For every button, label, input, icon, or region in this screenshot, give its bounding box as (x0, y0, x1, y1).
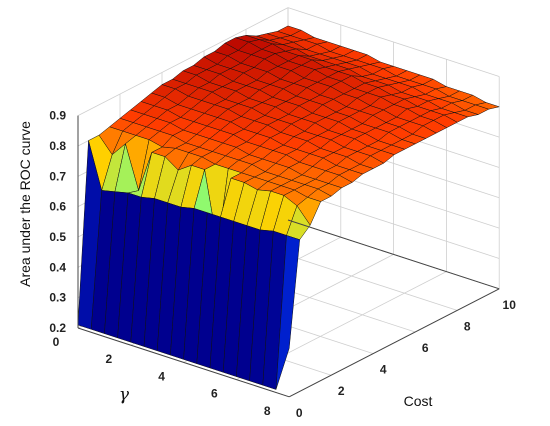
y-axis-title: γ (119, 385, 130, 405)
axis-line (77, 327, 290, 398)
x-tick-label: 6 (422, 341, 429, 355)
x-tick-label: 0 (296, 406, 303, 420)
x-tick-label: 8 (464, 319, 471, 333)
z-tick-label: 0.8 (49, 139, 66, 153)
z-tick-label: 0.3 (49, 291, 66, 305)
surface-plot (77, 25, 500, 390)
surface-patch (275, 235, 300, 390)
z-tick-label: 0.5 (49, 230, 66, 244)
z-tick-label: 0.7 (49, 169, 66, 183)
z-axis-title: Area under the ROC curve (17, 121, 33, 287)
axis-line (288, 288, 500, 398)
tick-labels: 0.2 0.3 0.4 0.5 0.6 0.7 0.8 0.9 0 2 4 6 8 0 2 4 6 8 10 (49, 109, 516, 420)
side-wall-gridline (287, 189, 500, 259)
y-tick-label: 6 (211, 387, 218, 401)
axis-line (287, 219, 500, 290)
x-tick-label: 10 (503, 298, 517, 312)
x-tick-label: 4 (380, 363, 387, 377)
z-tick-label: 0.6 (49, 200, 66, 214)
y-tick-label: 8 (264, 404, 271, 418)
side-wall-gridline (287, 7, 500, 77)
z-tick-label: 0.9 (49, 109, 66, 123)
z-tick-label: 0.4 (49, 260, 66, 274)
axes-frame (77, 115, 500, 398)
z-tick-label: 0.2 (49, 321, 66, 335)
x-tick-label: 2 (338, 384, 345, 398)
x-axis-title: Cost (404, 393, 433, 409)
y-tick-label: 0 (53, 335, 60, 349)
y-tick-label: 4 (158, 369, 165, 383)
back-wall-gridline (77, 7, 289, 117)
y-tick-label: 2 (105, 352, 112, 366)
